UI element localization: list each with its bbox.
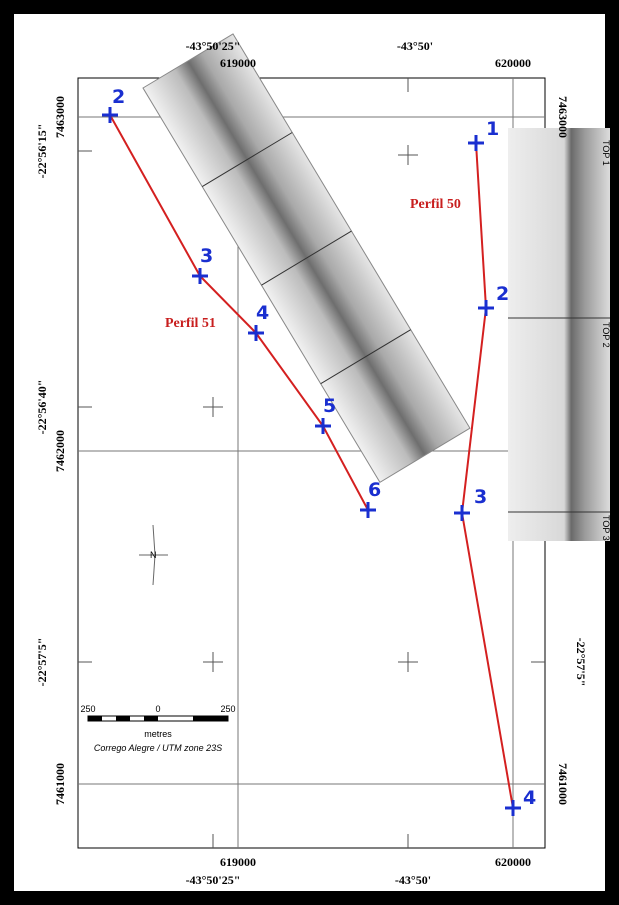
seismic-profile-51 [142, 33, 471, 483]
point-label: 4 [523, 787, 536, 809]
seismic-label: TOP 1 [601, 140, 611, 166]
point-marker [248, 325, 264, 341]
profiles: 1 2 3 4 Perfil 50 2 3 4 5 6 Perfil 51 [102, 86, 536, 816]
profile-line [460, 142, 514, 809]
seismic-divider [508, 317, 610, 513]
profile-name: Perfil 50 [410, 197, 461, 212]
seismic-image [508, 128, 610, 541]
seismic-divider [201, 132, 411, 385]
point-label: 5 [323, 395, 336, 417]
top-label: 620000 [495, 56, 531, 70]
north-label: N [150, 550, 157, 560]
point-marker [454, 505, 470, 521]
scale-label: 250 [80, 704, 95, 714]
left-label: 7461000 [53, 763, 67, 805]
seismic-label: TOP 3 [601, 515, 611, 541]
right-label: -22°57'5" [574, 638, 588, 687]
point-marker [468, 135, 484, 151]
top-label: 619000 [220, 56, 256, 70]
seismic-label: TOP 2 [601, 322, 611, 348]
point-label: 6 [368, 479, 381, 501]
bottom-label: -43°50'25" [186, 873, 241, 887]
north-arrow-shape [139, 524, 168, 586]
point-marker [360, 502, 376, 518]
north-arrow: N [139, 524, 168, 586]
point-label: 2 [496, 283, 509, 305]
point-label: 1 [486, 118, 499, 140]
scale-label: 0 [155, 704, 160, 714]
point-marker [315, 418, 331, 434]
scale-bar: 250 0 250 metres Corrego Alegre / UTM zo… [80, 704, 235, 753]
right-label: 7463000 [556, 96, 570, 138]
profile-name: Perfil 51 [165, 316, 216, 331]
page [14, 14, 605, 891]
left-label: 7463000 [53, 96, 67, 138]
scale-bar-blocks [88, 716, 228, 721]
point-label: 3 [474, 486, 487, 508]
point-label: 3 [200, 245, 213, 267]
point-marker [102, 107, 118, 123]
left-label: -22°56'15" [35, 124, 49, 179]
bottom-label: 619000 [220, 855, 256, 869]
point-marker [192, 268, 208, 284]
bottom-label: -43°50' [395, 873, 431, 887]
left-label: 7462000 [53, 430, 67, 472]
point-label: 2 [112, 86, 125, 108]
point-label: 4 [256, 302, 269, 324]
point-marker [505, 800, 521, 816]
point-marker [478, 300, 494, 316]
left-label: -22°57'5" [35, 638, 49, 687]
top-label: -43°50' [397, 39, 433, 53]
left-label: -22°56'40" [35, 380, 49, 435]
top-label: -43°50'25" [186, 39, 241, 53]
bottom-label: 620000 [495, 855, 531, 869]
scale-unit: metres [144, 729, 172, 739]
right-label: 7461000 [556, 763, 570, 805]
seismic-profile-50: TOP 1 TOP 2 TOP 3 [508, 128, 611, 541]
scale-label: 250 [220, 704, 235, 714]
projection: Corrego Alegre / UTM zone 23S [94, 743, 222, 753]
